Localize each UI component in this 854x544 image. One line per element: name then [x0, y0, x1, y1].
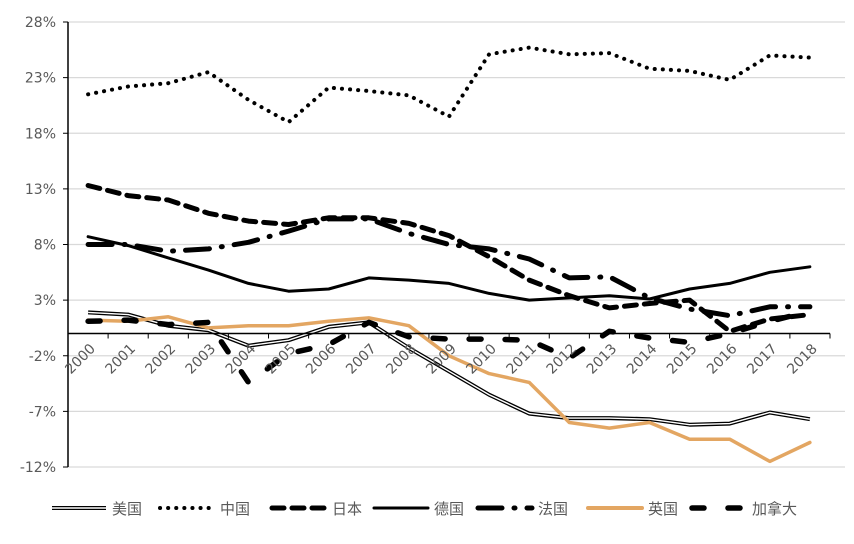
- series-3: [86, 235, 812, 302]
- legend-label: 日本: [332, 500, 362, 518]
- y-tick-label: 23%: [25, 71, 56, 87]
- series-line: [86, 315, 812, 464]
- y-tick-label: 13%: [25, 182, 56, 198]
- legend: 美国 中国 日本 德国 法国 英国 加拿大: [52, 500, 797, 518]
- y-tick-label: 3%: [34, 293, 56, 309]
- legend-label: 法国: [538, 500, 568, 518]
- series-line: [86, 235, 812, 302]
- legend-item-1: 中国: [158, 500, 250, 518]
- x-tick-label: 2002: [143, 341, 180, 378]
- x-tick-label: 2001: [102, 341, 139, 378]
- legend-item-6: 加拿大: [689, 500, 797, 518]
- x-tick-label: 2003: [183, 341, 220, 378]
- x-tick-label: 2015: [664, 341, 701, 378]
- x-tick-label: 2005: [263, 341, 300, 378]
- x-tick-label: 2013: [584, 341, 621, 378]
- legend-label: 德国: [434, 500, 464, 518]
- legend-item-0: 美国: [52, 500, 142, 518]
- legend-item-2: 日本: [269, 500, 362, 518]
- x-tick-label: 2018: [784, 341, 821, 378]
- x-tick-label: 2017: [744, 341, 781, 378]
- series-4: [85, 216, 813, 319]
- series-line-inner: [88, 311, 811, 426]
- y-tick-label: -12%: [20, 460, 56, 476]
- series-0: [87, 310, 811, 427]
- series-2: [85, 183, 813, 334]
- series-6: [85, 308, 813, 386]
- y-tick-label: 28%: [25, 15, 56, 31]
- x-tick-label: 2014: [624, 341, 661, 378]
- series-line: [85, 308, 813, 386]
- legend-label: 加拿大: [752, 500, 797, 518]
- series-line: [86, 45, 812, 125]
- x-tick-label: 2008: [383, 341, 420, 378]
- legend-item-5: 英国: [586, 500, 678, 518]
- y-tick-label: 18%: [25, 126, 56, 142]
- legend-item-3: 德国: [372, 500, 464, 518]
- y-tick-label: -7%: [29, 404, 56, 420]
- y-axis-tick-labels: 28% 23% 18% 13% 8% 3% -2% -7% -12%: [20, 15, 56, 476]
- legend-label: 英国: [648, 500, 678, 518]
- gridlines: [63, 21, 845, 468]
- x-tick-label: 2016: [704, 341, 741, 378]
- x-tick-label: 2011: [504, 341, 541, 378]
- legend-item-4: 法国: [475, 500, 568, 518]
- series-line: [85, 183, 813, 334]
- series-5: [86, 315, 812, 464]
- y-tick-label: -2%: [29, 349, 56, 365]
- series-1: [86, 45, 812, 125]
- legend-label: 中国: [220, 500, 250, 518]
- legend-label: 美国: [112, 500, 142, 518]
- series-lines: [85, 45, 813, 464]
- x-tick-label: 2007: [343, 341, 380, 378]
- y-tick-label: 8%: [34, 238, 56, 254]
- series-line: [85, 216, 813, 319]
